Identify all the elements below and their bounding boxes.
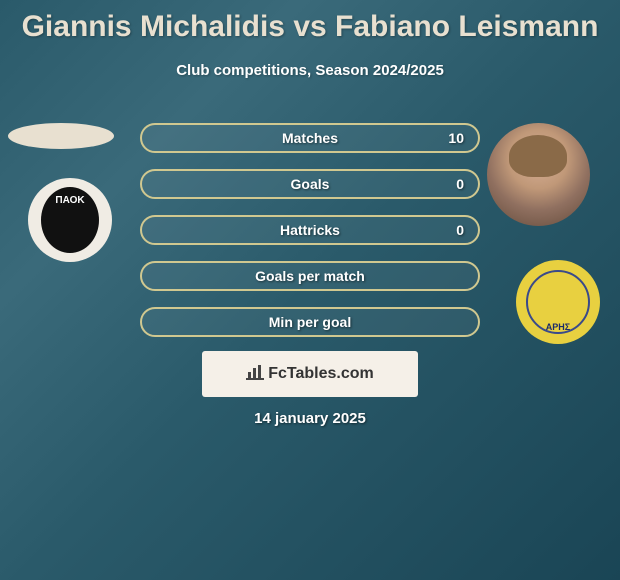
stat-bar-goals-per-match: Goals per match [140, 261, 480, 291]
stat-value-right: 0 [456, 222, 464, 238]
stat-bar-min-per-goal: Min per goal [140, 307, 480, 337]
brand-box: FcTables.com [202, 351, 418, 397]
stat-label: Min per goal [269, 314, 351, 330]
stat-bar-hattricks: Hattricks 0 [140, 215, 480, 245]
stat-label: Matches [282, 130, 338, 146]
club-left-badge [28, 178, 112, 262]
stat-label: Hattricks [280, 222, 340, 238]
stat-value-right: 0 [456, 176, 464, 192]
date-text: 14 january 2025 [0, 410, 620, 427]
subtitle: Club competitions, Season 2024/2025 [0, 62, 620, 79]
stat-bar-goals: Goals 0 [140, 169, 480, 199]
stat-label: Goals per match [255, 268, 365, 284]
club-right-badge [516, 260, 600, 344]
page-title: Giannis Michalidis vs Fabiano Leismann [0, 0, 620, 44]
player-left-avatar [8, 123, 114, 149]
player-right-avatar [487, 123, 590, 226]
stat-value-right: 10 [448, 130, 464, 146]
brand-text: FcTables.com [268, 365, 374, 383]
stat-label: Goals [291, 176, 330, 192]
stat-bar-matches: Matches 10 [140, 123, 480, 153]
chart-icon [246, 364, 264, 384]
stats-bars: Matches 10 Goals 0 Hattricks 0 Goals per… [140, 123, 480, 353]
